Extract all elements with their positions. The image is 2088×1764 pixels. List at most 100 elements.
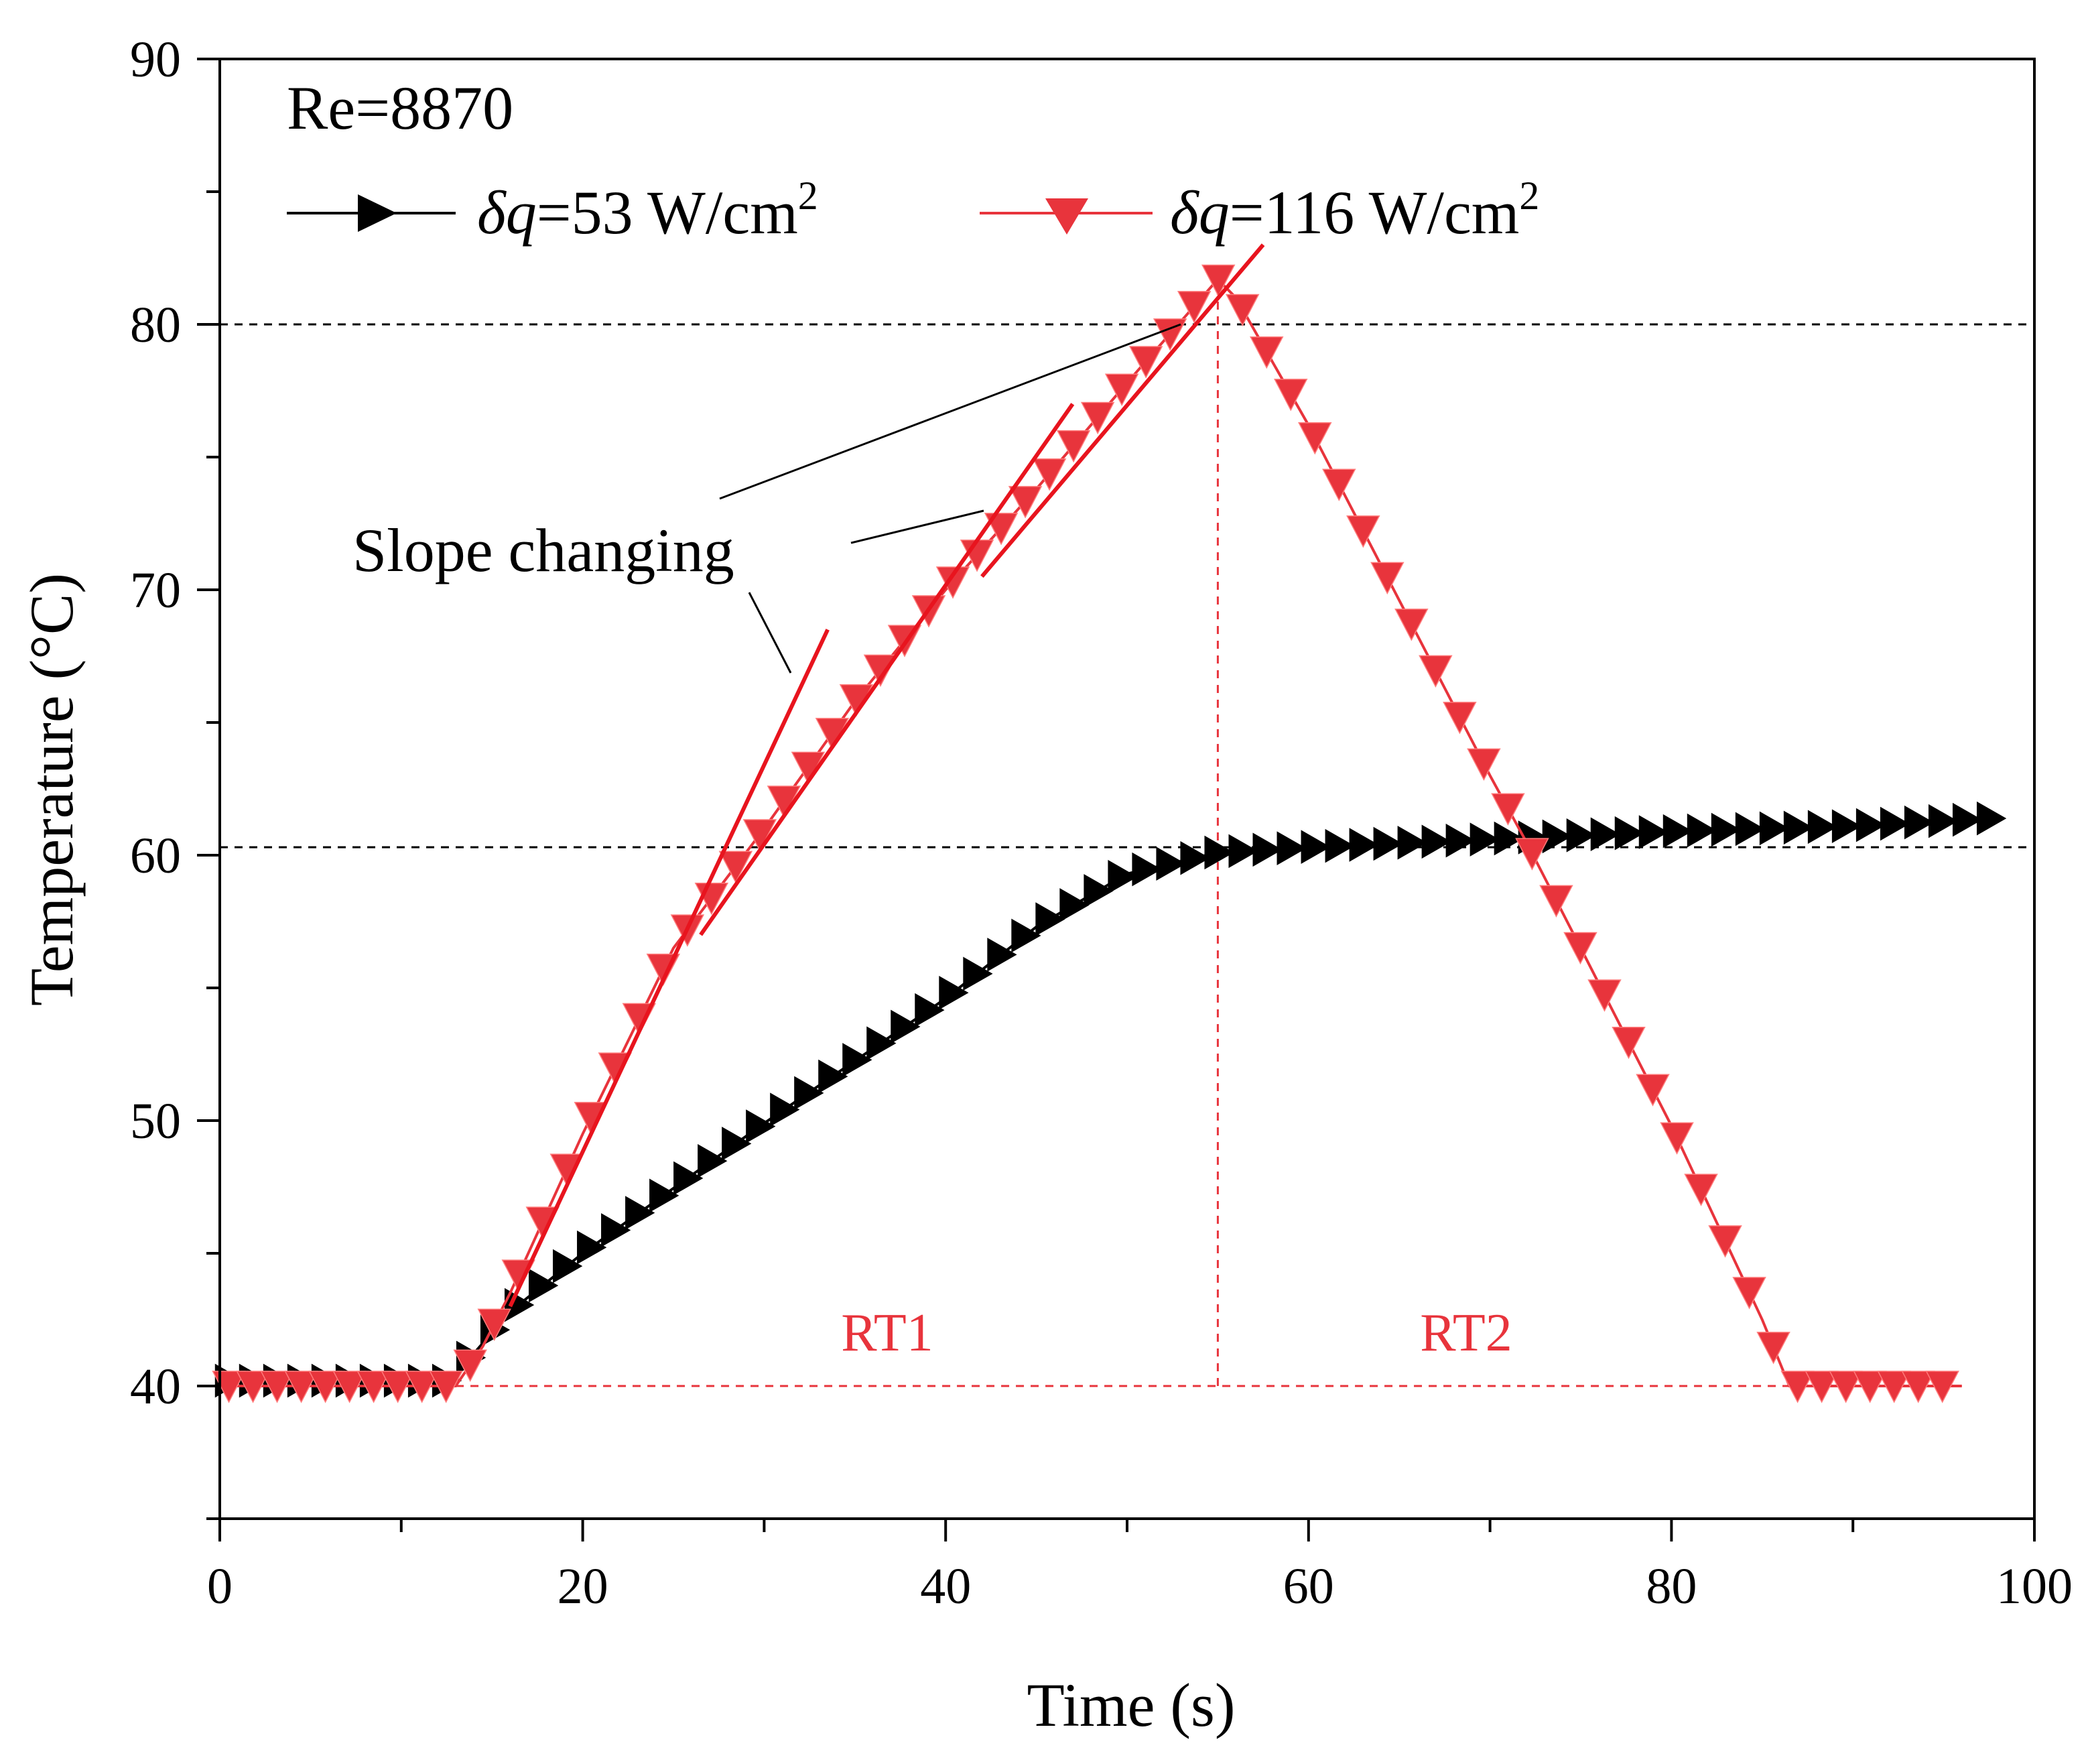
data-point [1349,828,1379,862]
data-point [1928,804,1959,838]
data-point [746,1109,776,1143]
slope-fit-line [699,403,1075,936]
y-tick-label: 60 [130,828,181,884]
data-point [1614,816,1645,850]
data-point [1855,808,1886,842]
slope-fit-line [980,243,1265,578]
data-point [1662,814,1693,848]
data-point [1539,885,1573,918]
data-point [1708,1225,1742,1258]
data-point [1470,822,1500,857]
data-point [863,654,898,688]
data-point [1636,1074,1670,1107]
data-point [332,1371,367,1403]
rt1-label: RT1 [841,1304,933,1363]
data-point [453,1349,487,1382]
data-point [1976,801,2007,836]
data-point [1225,294,1260,327]
legend: δq=53 W/cm2 δq=116 W/cm2 [287,174,1539,247]
data-point [1494,821,1524,856]
data-point [1563,932,1597,965]
data-point [1735,812,1766,846]
data-point [1756,1332,1790,1365]
slope-pointer-line [748,592,792,674]
data-point [1011,918,1041,953]
data-point [1831,809,1862,844]
data-point [1587,979,1622,1012]
y-tick-label: 90 [130,32,181,88]
data-point [577,1230,607,1265]
data-point [1877,1371,1911,1403]
x-tick-label: 80 [1646,1558,1697,1615]
data-point [1032,458,1067,491]
slope-changing-label: Slope changing [352,516,734,584]
data-point [1759,811,1790,846]
data-point [1132,852,1162,887]
data-point [429,1371,463,1403]
data-point [1325,828,1355,863]
y-tick-label: 50 [130,1093,181,1149]
data-point [1298,422,1332,455]
slope-pointer-line [719,323,1181,500]
y-tick-label: 80 [130,297,181,353]
data-point [1228,834,1258,869]
data-point [1397,826,1427,860]
data-point [1515,838,1549,871]
data-point [866,1026,897,1060]
x-tick-label: 0 [207,1558,233,1615]
data-point [260,1371,294,1403]
series-1 [212,264,1962,1403]
slope-fit-line [508,629,830,1308]
data-point [1732,1277,1766,1310]
data-point [1443,702,1477,735]
data-point [1880,806,1910,841]
data-point [698,1143,728,1178]
data-point [984,513,1019,546]
data-point [1925,1371,1959,1403]
data-point [1252,832,1283,867]
data-point [1491,793,1525,826]
y-axis-label: Temperature (°C) [17,573,86,1006]
data-point [1445,823,1476,858]
data-point [1394,609,1429,641]
data-point [1612,1026,1646,1060]
data-point [1421,824,1451,859]
data-point [1104,373,1139,406]
data-point [1566,818,1596,853]
rt2-label: RT2 [1420,1304,1512,1363]
y-tick-label: 40 [130,1359,181,1415]
data-point [1008,486,1043,519]
legend-marker-black [358,194,397,232]
data-point [1687,813,1717,848]
data-point [1952,802,1983,837]
data-point [1108,860,1138,894]
data-point [1346,515,1380,548]
axes: 0 20 40 60 80 100 40 50 60 70 80 90 [130,32,2073,1615]
data-point [601,1213,631,1247]
data-point [718,850,753,883]
data-point [963,956,993,991]
data-point [722,1127,752,1161]
data-point [818,1059,848,1094]
y-tick-label: 70 [130,562,181,619]
data-point [987,938,1017,972]
data-point [1904,805,1935,840]
x-axis-label: Time (s) [1027,1671,1236,1739]
x-tick-label: 40 [920,1558,971,1615]
data-point [381,1371,415,1403]
data-point [1829,1371,1863,1403]
legend-marker-red [1045,198,1088,235]
data-point [770,1092,800,1127]
data-point [1853,1371,1887,1403]
x-tick-label: 100 [1996,1558,2073,1615]
data-point [1638,815,1669,849]
data-point [1419,655,1453,688]
x-tick-label: 20 [558,1558,608,1615]
data-point [939,975,969,1010]
data-point [1301,830,1331,864]
data-point [1080,401,1115,435]
data-point [1035,902,1065,936]
data-point [1250,336,1284,369]
data-point [915,993,945,1027]
